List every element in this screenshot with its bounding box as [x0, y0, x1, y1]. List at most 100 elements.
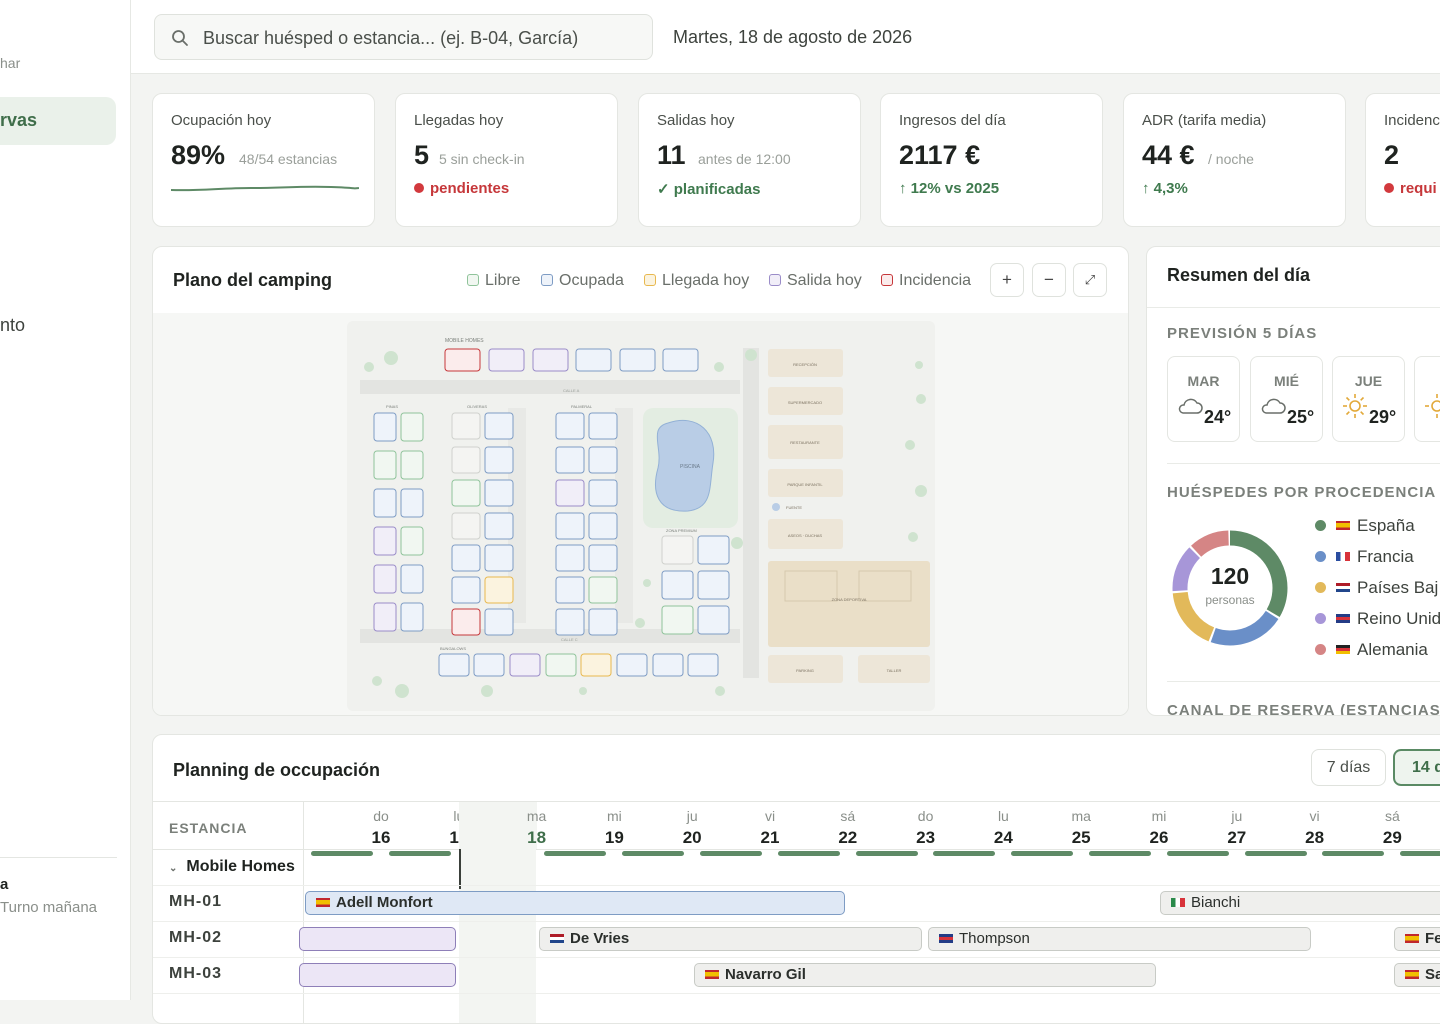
pitch[interactable] — [555, 608, 585, 636]
pitch[interactable] — [451, 479, 481, 507]
pitch[interactable] — [532, 348, 569, 372]
sidebar-item-reservas[interactable]: ervas — [0, 97, 116, 145]
day-column-header: ju 20 — [614, 802, 702, 856]
pitch[interactable] — [400, 488, 424, 518]
pitch[interactable] — [588, 446, 618, 474]
pitch[interactable] — [451, 446, 481, 474]
pitch[interactable] — [373, 488, 397, 518]
pitch[interactable] — [400, 602, 424, 632]
booking-bar[interactable]: Adell Monfort — [305, 891, 845, 915]
pitch[interactable] — [555, 412, 585, 440]
pitch[interactable] — [509, 653, 541, 677]
pitch[interactable] — [488, 348, 525, 372]
pitch[interactable] — [373, 526, 397, 556]
pitch[interactable] — [484, 479, 514, 507]
booking-bar[interactable]: Navarro Gil — [694, 963, 1156, 987]
pitch[interactable] — [580, 653, 612, 677]
legend-free[interactable]: Libre — [467, 272, 521, 290]
pitch[interactable] — [400, 526, 424, 556]
booking-bar[interactable] — [299, 927, 456, 951]
pitch[interactable] — [588, 479, 618, 507]
pitch[interactable] — [400, 412, 424, 442]
pitch[interactable] — [555, 479, 585, 507]
pitch[interactable] — [687, 653, 719, 677]
pitch[interactable] — [438, 653, 470, 677]
parking-label: PARKING — [796, 668, 814, 673]
pitch[interactable] — [555, 576, 585, 604]
row-label[interactable]: MH-02 — [169, 929, 223, 946]
search-input[interactable] — [203, 25, 643, 51]
pitch[interactable] — [451, 512, 481, 540]
forecast-temp: 24° — [1204, 407, 1232, 427]
pitch[interactable] — [484, 412, 514, 440]
pitch[interactable] — [444, 348, 481, 372]
forecast-temp: 29° — [1369, 407, 1397, 427]
pitch[interactable] — [588, 576, 618, 604]
zoom-in-button[interactable]: + — [990, 263, 1024, 297]
kpi-revenue[interactable]: Ingresos del día 2117 € ↑ 12% vs 2025 — [880, 93, 1103, 227]
search-box[interactable] — [154, 14, 653, 60]
pitch[interactable] — [451, 608, 481, 636]
pitch[interactable] — [545, 653, 577, 677]
booking-bar[interactable]: Bianchi — [1160, 891, 1440, 915]
legend-occupied[interactable]: Ocupada — [541, 272, 624, 290]
pitch[interactable] — [451, 412, 481, 440]
pitch[interactable] — [555, 512, 585, 540]
pitch[interactable] — [588, 512, 618, 540]
pitch[interactable] — [373, 412, 397, 442]
pitch[interactable] — [484, 544, 514, 572]
range-14-days-button[interactable]: 14 d — [1393, 749, 1440, 786]
zoom-out-button[interactable]: − — [1032, 263, 1066, 297]
legend-arrival[interactable]: Llegada hoy — [644, 272, 749, 290]
pitch[interactable] — [662, 348, 699, 372]
sidebar-item-mid[interactable]: nto — [0, 315, 26, 335]
expand-map-button[interactable]: ⤢ — [1073, 263, 1107, 297]
booking-bar[interactable]: Fe — [1394, 927, 1440, 951]
legend-departure[interactable]: Salida hoy — [769, 272, 862, 290]
row-label[interactable]: MH-03 — [169, 965, 223, 982]
legend-label: Ocupada — [559, 272, 624, 289]
kpi-departures[interactable]: Salidas hoy 11 antes de 12:00 ✓ planific… — [638, 93, 861, 227]
pitch[interactable] — [373, 450, 397, 480]
pitch[interactable] — [619, 348, 656, 372]
pitch[interactable] — [575, 348, 612, 372]
pitch[interactable] — [451, 576, 481, 604]
sidebar-item-top[interactable]: har — [0, 55, 21, 71]
pitch[interactable] — [652, 653, 684, 677]
pitch[interactable] — [661, 605, 694, 635]
pitch[interactable] — [484, 512, 514, 540]
pitch[interactable] — [661, 535, 694, 565]
pitch[interactable] — [400, 564, 424, 594]
pitch[interactable] — [697, 605, 730, 635]
legend-incident[interactable]: Incidencia — [881, 272, 971, 290]
pitch[interactable] — [697, 535, 730, 565]
pitch[interactable] — [555, 544, 585, 572]
booking-bar[interactable]: Thompson — [928, 927, 1311, 951]
occupancy-bar — [933, 851, 996, 856]
booking-bar[interactable]: Sa — [1394, 963, 1440, 987]
kpi-occupancy[interactable]: Ocupación hoy 89% 48/54 estancias — [152, 93, 375, 227]
pitch[interactable] — [484, 446, 514, 474]
pitch[interactable] — [555, 446, 585, 474]
pitch[interactable] — [373, 564, 397, 594]
pitch[interactable] — [661, 570, 694, 600]
row-label[interactable]: MH-01 — [169, 893, 223, 910]
range-7-days-button[interactable]: 7 días — [1311, 749, 1386, 786]
booking-bar[interactable] — [299, 963, 456, 987]
kpi-adr[interactable]: ADR (tarifa media) 44 € / noche ↑ 4,3% — [1123, 93, 1346, 227]
pitch[interactable] — [616, 653, 648, 677]
pitch[interactable] — [400, 450, 424, 480]
pitch[interactable] — [373, 602, 397, 632]
pitch[interactable] — [473, 653, 505, 677]
kpi-arrivals[interactable]: Llegadas hoy 5 5 sin check-in pendientes — [395, 93, 618, 227]
group-mobile-homes[interactable]: ⌄ Mobile Homes — [169, 858, 295, 876]
pitch[interactable] — [484, 608, 514, 636]
pitch[interactable] — [588, 412, 618, 440]
pitch[interactable] — [484, 576, 514, 604]
booking-bar[interactable]: De Vries — [539, 927, 922, 951]
pitch[interactable] — [451, 544, 481, 572]
pitch[interactable] — [588, 544, 618, 572]
kpi-incidents[interactable]: Incidenc 2 requi — [1365, 93, 1440, 227]
pitch[interactable] — [697, 570, 730, 600]
pitch[interactable] — [588, 608, 618, 636]
